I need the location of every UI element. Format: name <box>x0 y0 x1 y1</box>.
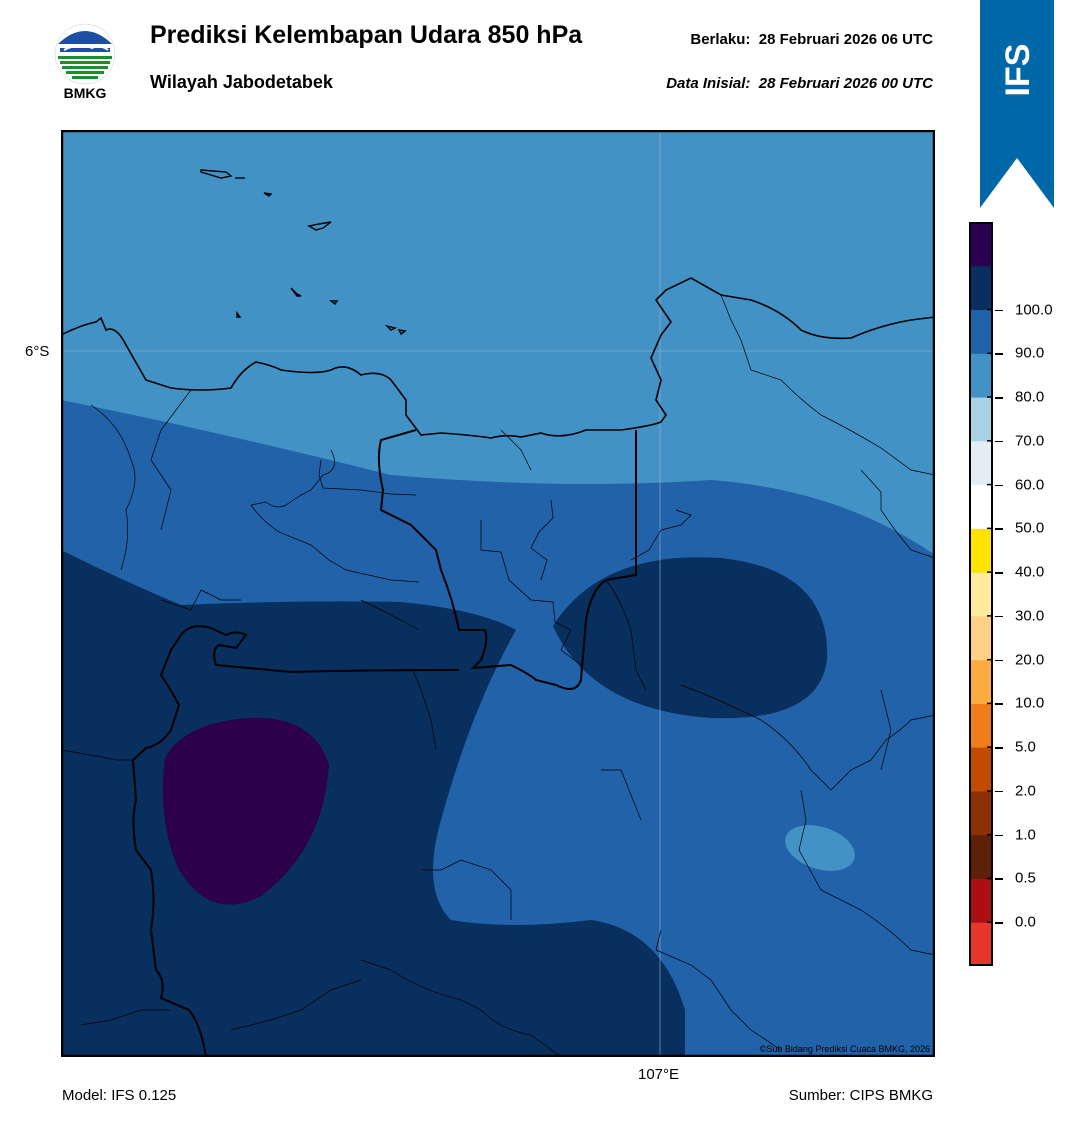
colorbar-labels: 100.0 90.0 80.0 70.0 60.0 50.0 40.0 30.0 20.0 10.… <box>995 222 1075 966</box>
island <box>263 192 273 197</box>
colorbar-tick-label: 1.0 <box>1015 826 1036 844</box>
colorbar-segment <box>969 265 993 311</box>
logo-text: BMKG <box>63 85 107 101</box>
colorbar-tick-label: 5.0 <box>1015 738 1036 756</box>
colorbar-tick-outer <box>995 878 1003 880</box>
colorbar-segment <box>969 528 993 573</box>
colorbar-tick-outer <box>995 572 1003 574</box>
colorbar-frame <box>969 222 993 966</box>
ifs-ribbon <box>980 0 1054 208</box>
colorbar <box>969 222 993 966</box>
valid-time-value: 28 Februari 2026 06 UTC <box>758 31 933 48</box>
model-label: Model: IFS 0.125 <box>62 1087 177 1104</box>
colorbar-segment <box>969 484 993 529</box>
longitude-label: 107°E <box>638 1066 680 1083</box>
valid-time: Berlaku: 28 Februari 2026 06 UTC <box>690 31 933 48</box>
colorbar-segment <box>969 703 993 748</box>
colorbar-segment <box>969 834 993 879</box>
init-label: Data Inisial: <box>666 75 751 92</box>
island <box>307 221 332 231</box>
colorbar-tick-label: 30.0 <box>1015 607 1045 625</box>
colorbar-tick-label: 90.0 <box>1015 344 1045 362</box>
island <box>384 324 398 331</box>
colorbar-segment <box>969 659 993 704</box>
colorbar-tick-outer <box>995 528 1003 530</box>
colorbar-tick-label: 10.0 <box>1015 694 1045 712</box>
island <box>290 287 302 297</box>
colorbar-tick-label: 20.0 <box>1015 651 1045 669</box>
province-boundary <box>377 429 637 690</box>
colorbar-tick-label: 0.0 <box>1015 913 1036 931</box>
colorbar-tick-outer <box>995 397 1003 399</box>
init-time: Data Inisial: 28 Februari 2026 00 UTC <box>666 75 933 92</box>
district-boundaries <box>61 294 935 1057</box>
latitude-label: 6°S <box>25 343 50 360</box>
colorbar-tick-outer <box>995 747 1003 749</box>
colorbar-tick-label: 100.0 <box>1015 301 1053 319</box>
island <box>236 310 242 318</box>
ribbon-label: IFS <box>999 44 1037 97</box>
humidity-map <box>61 130 935 1057</box>
valid-label: Berlaku: <box>690 31 751 48</box>
colorbar-tick-outer <box>995 834 1003 837</box>
colorbar-tick-label: 50.0 <box>1015 519 1045 537</box>
colorbar-tick-outer <box>995 440 1003 443</box>
colorbar-segment <box>969 397 993 442</box>
region-subtitle: Wilayah Jabodetabek <box>150 72 333 92</box>
island <box>200 169 233 179</box>
colorbar-tick-outer <box>995 615 1003 618</box>
map-credit: ©Sub Bidang Prediksi Cuaca BMKG, 2026 <box>759 1044 930 1054</box>
colorbar-segment <box>969 572 993 617</box>
humidity-band-90-100-east <box>553 557 828 719</box>
colorbar-segment <box>969 790 993 836</box>
colorbar-segment <box>969 747 993 792</box>
humidity-band-70-80-patch <box>785 825 855 871</box>
colorbar-tick-outer <box>995 703 1003 705</box>
colorbar-tick-outer <box>995 659 1003 662</box>
colorbar-segment <box>969 922 993 966</box>
colorbar-tick-outer <box>995 790 1003 793</box>
colorbar-segment <box>969 615 993 661</box>
province-boundary-west <box>131 625 459 1057</box>
bmkg-logo-icon <box>54 23 116 85</box>
colorbar-tick-outer <box>995 484 1003 487</box>
humidity-band-90-100-west <box>61 550 685 1057</box>
colorbar-tick-label: 2.0 <box>1015 782 1036 800</box>
colorbar-segment <box>969 222 993 267</box>
colorbar-segment <box>969 878 993 923</box>
island <box>328 300 339 306</box>
ribbon-text: IFS <box>999 44 1037 97</box>
source-label: Sumber: CIPS BMKG <box>788 1087 933 1104</box>
colorbar-tick-outer <box>995 922 1003 924</box>
colorbar-tick-label: 80.0 <box>1015 388 1045 406</box>
colorbar-tick-label: 40.0 <box>1015 563 1045 581</box>
map-frame <box>61 130 935 1057</box>
colorbar-tick-label: 0.5 <box>1015 869 1036 887</box>
colorbar-tick-label: 70.0 <box>1015 432 1045 450</box>
colorbar-segment <box>969 440 993 486</box>
colorbar-tick-outer <box>995 353 1003 355</box>
map-title: Prediksi Kelembapan Udara 850 hPa <box>150 21 583 49</box>
island <box>397 329 407 336</box>
colorbar-tick-outer <box>995 309 1003 312</box>
colorbar-segment <box>969 353 993 398</box>
colorbar-segment <box>969 309 993 354</box>
colorbar-tick-label: 60.0 <box>1015 476 1045 494</box>
init-time-value: 28 Februari 2026 00 UTC <box>758 75 933 92</box>
humidity-band-100 <box>162 717 329 905</box>
coastline <box>61 277 935 439</box>
